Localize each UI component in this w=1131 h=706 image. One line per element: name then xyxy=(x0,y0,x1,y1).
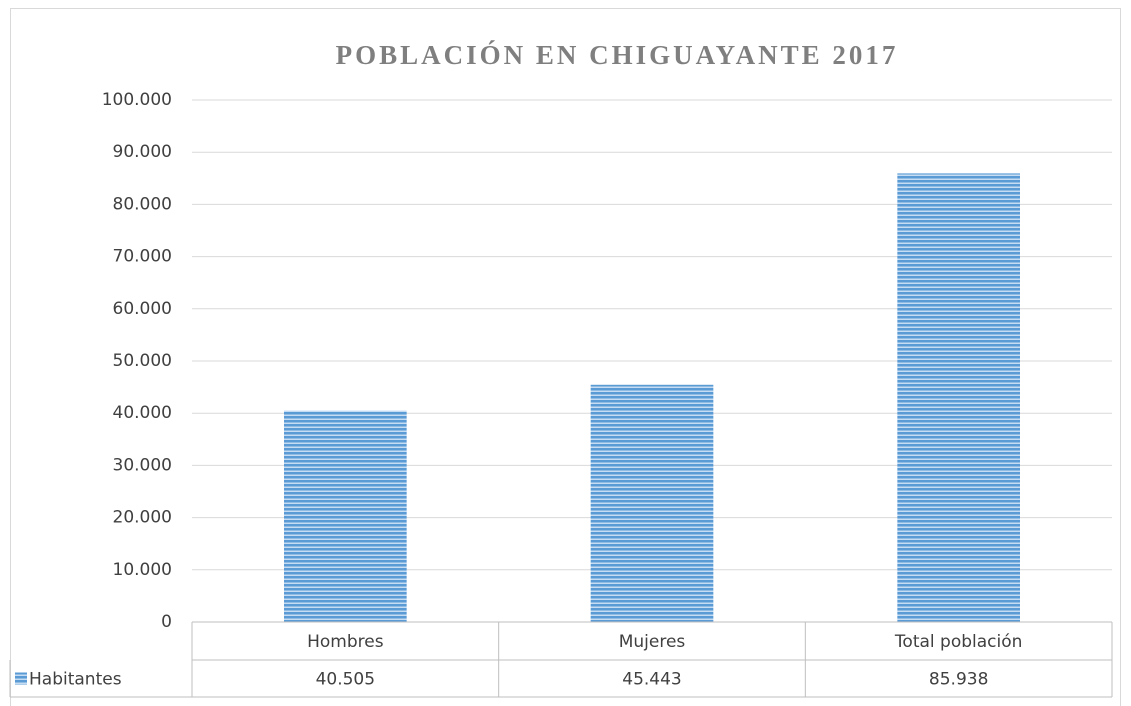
y-tick-label: 40.000 xyxy=(113,403,172,423)
legend-swatch xyxy=(15,672,27,685)
legend-label: Habitantes xyxy=(29,670,122,690)
table-value: 40.505 xyxy=(316,670,375,690)
x-tick-label: Total población xyxy=(894,632,1022,652)
y-tick-label: 30.000 xyxy=(113,455,172,475)
y-tick-label: 50.000 xyxy=(113,351,172,371)
x-tick-label: Hombres xyxy=(307,632,384,652)
y-tick-label: 10.000 xyxy=(113,560,172,580)
bar xyxy=(284,410,407,622)
y-tick-label: 0 xyxy=(161,612,172,632)
y-tick-label: 70.000 xyxy=(113,247,172,267)
chart-title: POBLACIÓN EN CHIGUAYANTE 2017 xyxy=(336,40,899,70)
bar xyxy=(897,173,1020,623)
table-value: 45.443 xyxy=(622,670,681,690)
table-value: 85.938 xyxy=(929,670,988,690)
y-tick-label: 80.000 xyxy=(113,194,172,214)
y-tick-label: 60.000 xyxy=(113,299,172,319)
bar xyxy=(590,384,714,622)
y-tick-label: 90.000 xyxy=(113,142,172,162)
x-tick-label: Mujeres xyxy=(619,632,686,652)
y-tick-label: 100.000 xyxy=(102,90,172,110)
y-tick-label: 20.000 xyxy=(113,508,172,528)
